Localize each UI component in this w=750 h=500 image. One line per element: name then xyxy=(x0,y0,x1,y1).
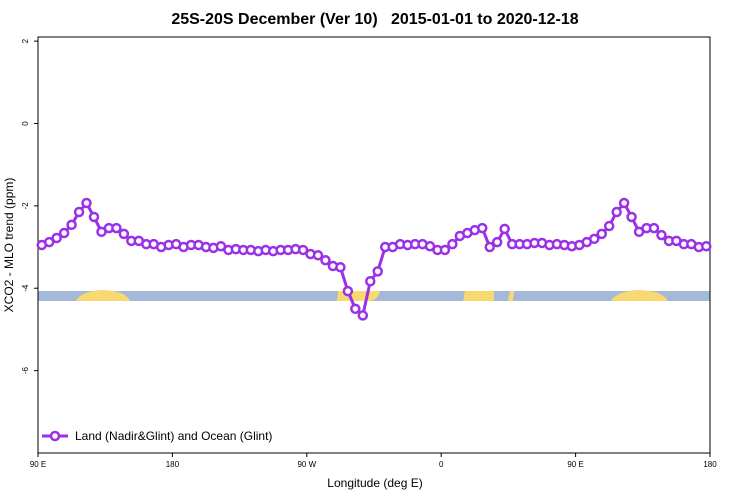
y-tick-label: -6 xyxy=(21,367,30,375)
data-point xyxy=(439,244,451,256)
data-point xyxy=(484,241,495,253)
chart-title: 25S-20S December (Ver 10) 2015-01-01 to … xyxy=(171,11,578,28)
data-point xyxy=(477,222,488,234)
data-point xyxy=(491,236,503,248)
data-point xyxy=(43,236,55,248)
data-point xyxy=(297,244,309,256)
x-tick-label: 90 E xyxy=(567,460,583,469)
legend-marker xyxy=(49,430,61,442)
x-tick-label: 90 E xyxy=(30,460,46,469)
x-axis-label: Longitude (deg E) xyxy=(327,476,422,490)
data-point xyxy=(58,227,70,239)
data-point xyxy=(589,233,600,245)
data-point xyxy=(656,229,667,241)
data-point xyxy=(118,228,130,240)
data-point xyxy=(626,211,637,223)
data-point xyxy=(111,222,122,234)
data-point xyxy=(335,261,346,273)
data-point xyxy=(342,285,354,297)
y-tick-label: 0 xyxy=(21,121,30,126)
y-tick-label: 2 xyxy=(21,38,30,43)
data-point xyxy=(648,222,660,234)
land-ocean-strip xyxy=(38,290,710,301)
x-tick-label: 180 xyxy=(166,460,180,469)
x-tick-label: 0 xyxy=(439,460,444,469)
data-point xyxy=(66,219,77,231)
data-point xyxy=(701,240,712,252)
data-point xyxy=(372,266,383,277)
y-tick-label: -2 xyxy=(21,202,30,210)
y-axis-label: XCO2 - MLO trend (ppm) xyxy=(2,178,16,313)
data-point xyxy=(320,254,331,266)
data-point xyxy=(365,275,376,287)
data-point xyxy=(312,250,324,261)
data-point xyxy=(51,232,62,244)
data-point xyxy=(596,228,607,240)
y-tick-label: -4 xyxy=(21,284,30,292)
data-point xyxy=(350,303,361,315)
x-tick-label: 180 xyxy=(703,460,717,469)
data-point xyxy=(611,206,622,218)
data-point xyxy=(499,223,510,235)
legend: Land (Nadir&Glint) and Ocean (Glint) xyxy=(42,429,272,443)
data-point xyxy=(603,220,615,232)
x-tick-label: 90 W xyxy=(297,460,316,469)
data-point xyxy=(447,238,458,250)
data-point xyxy=(357,310,369,321)
legend-label: Land (Nadir&Glint) and Ocean (Glint) xyxy=(75,429,272,443)
data-point xyxy=(81,197,92,209)
data-point xyxy=(88,211,100,223)
data-point xyxy=(618,197,630,209)
data-point xyxy=(73,206,85,218)
